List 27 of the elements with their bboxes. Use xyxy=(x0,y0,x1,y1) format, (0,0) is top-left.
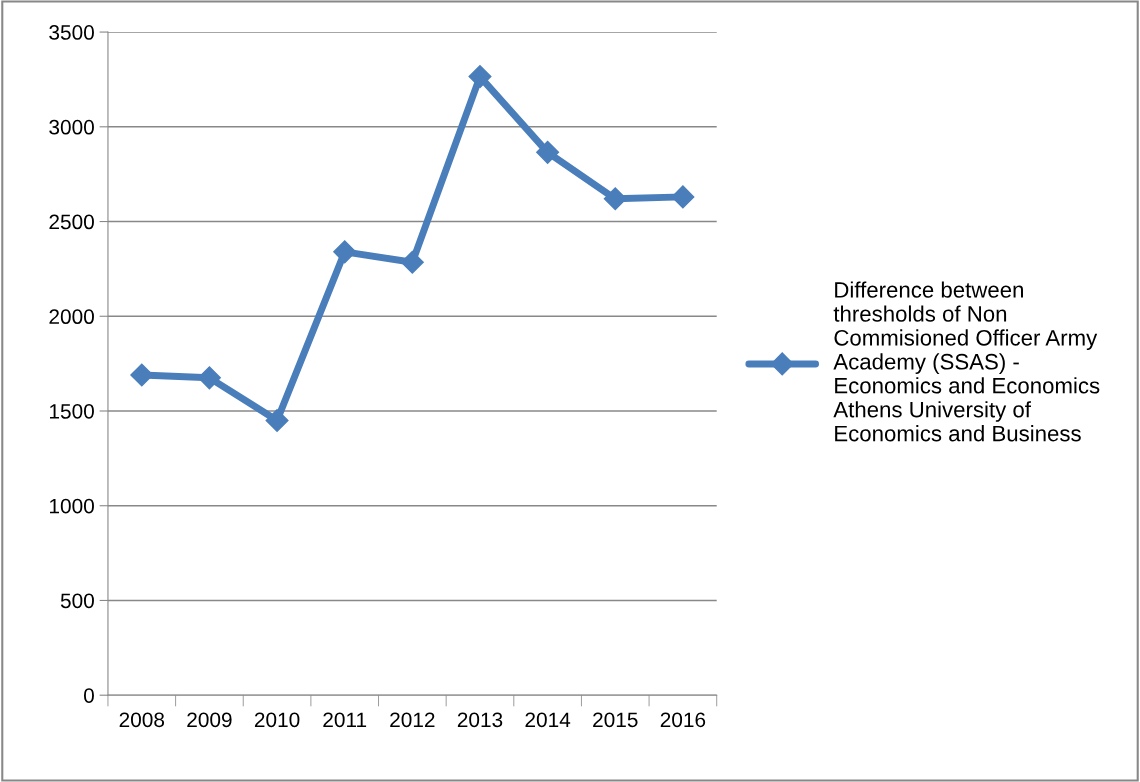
y-tick-label: 2000 xyxy=(49,309,94,325)
y-tick-label: 0 xyxy=(83,688,94,703)
point xyxy=(333,240,357,264)
point xyxy=(536,140,560,164)
y-tick-label: 1500 xyxy=(50,404,94,419)
y-tick-label: 3500 xyxy=(49,25,94,40)
legend-label: Difference between thresholds of Non Commisioned Officer Army Academy (SSAS) - Economics and Economics Athens University of Economics and Business xyxy=(833,281,1100,442)
point xyxy=(197,366,221,390)
x-tick-label: 2015 xyxy=(593,712,638,728)
x-tick-label: 2012 xyxy=(390,712,435,728)
point xyxy=(130,363,154,387)
x-tick-label: 2008 xyxy=(119,712,165,728)
y-tick-label: 3000 xyxy=(49,119,94,135)
y-tick-label: 1000 xyxy=(50,498,94,514)
point xyxy=(603,187,627,211)
x-tick-label: 2009 xyxy=(187,712,232,728)
point xyxy=(671,185,695,209)
point xyxy=(265,408,289,432)
point xyxy=(468,65,492,89)
x-tick-label: 2011 xyxy=(323,712,367,728)
point xyxy=(400,250,424,274)
x-tick-label: 2016 xyxy=(660,712,706,728)
y-tick-label: 500 xyxy=(60,593,94,609)
x-tick-label: 2010 xyxy=(254,712,300,728)
x-tick-label: 2013 xyxy=(457,712,503,728)
x-tick-label: 2014 xyxy=(525,712,571,728)
y-tick-label: 2500 xyxy=(49,214,94,230)
